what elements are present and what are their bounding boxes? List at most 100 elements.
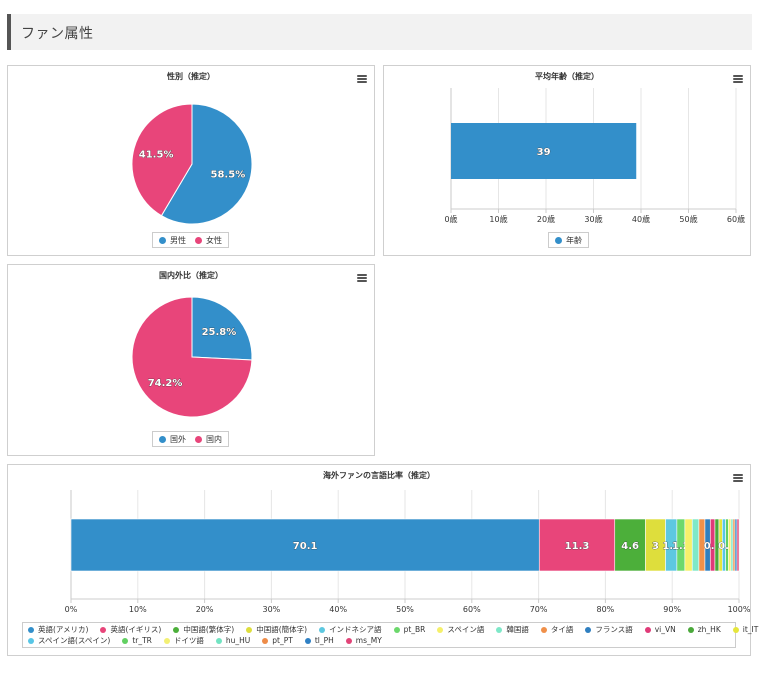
legend-item[interactable]: フランス語 [585,624,633,635]
legend-item[interactable]: zh_HK [687,625,721,634]
chart-title: 平均年齢（推定） [535,72,599,81]
segment-data-label: 4.6 [621,541,639,552]
chart-menu-icon[interactable] [733,75,743,83]
legend-item[interactable]: hu_HU [215,636,251,645]
legend-label: スペイン語 [447,625,485,634]
legend-marker [732,626,739,633]
segment-data-label: 0.7 [704,541,722,552]
age-chart-panel: 平均年齢（推定） 0歳 10歳 20歳 30歳 40歳 50歳 60歳 39 年齢 [383,65,751,256]
legend-label: スペイン語(スペイン) [38,636,111,645]
x-tick-label-lang: 60% [463,605,481,614]
legend-item[interactable]: 中国語(簡体字) [246,624,307,635]
chart-menu-icon[interactable] [357,75,367,83]
stacked-bar-segment-6[interactable] [684,518,693,572]
legend-marker [393,626,400,633]
stacked-bar-segment-1[interactable] [538,518,616,572]
x-tick-label-lang: 100% [728,605,751,614]
legend-label: 国外 [170,434,186,444]
legend-item[interactable]: スペイン語 [437,624,484,635]
pie-data-label: 74.2% [148,378,183,389]
stacked-bar-segment-19[interactable] [736,518,740,572]
legend-label: 英語(イギリス) [110,625,162,634]
x-tick-label-lang: 90% [663,605,681,614]
legend-item[interactable]: tl_PH [304,636,334,645]
legend-item[interactable]: 中国語(繁体字) [173,624,234,635]
legend-label: フランス語 [595,625,633,634]
x-tick-label-lang: 0% [65,605,78,614]
legend-marker [159,435,166,443]
legend-marker [215,637,222,644]
domestic-pie-chart: 25.8% 74.2% [131,296,253,418]
legend-label: ms_MY [355,636,382,645]
legend-item[interactable]: 英語(イギリス) [100,624,161,635]
stacked-bar-segment-0[interactable] [70,518,540,572]
legend-item-male[interactable]: 男性 [159,235,186,246]
legend-marker [246,626,253,633]
legend-item[interactable]: it_IT [732,625,758,634]
legend-item[interactable]: vi_VN [644,625,676,634]
x-tick-label-lang: 70% [530,605,548,614]
legend-marker [173,626,180,633]
pie-slice-gender-0[interactable] [160,103,253,225]
pie-data-label: 41.5% [139,150,174,161]
pie-data-label: 58.5% [211,169,246,180]
pie-slice-gender-1[interactable] [131,103,193,217]
legend-item-domestic[interactable]: 国内 [195,434,222,445]
legend-marker [496,626,503,633]
legend-label: hu_HU [225,636,251,645]
stacked-bar-segment-18[interactable] [734,518,738,572]
legend-item[interactable]: ms_MY [345,636,382,645]
chart-title: 国内外比（推定） [159,271,223,280]
legend-marker [28,626,34,633]
legend-marker [195,236,202,244]
legend-item-overseas[interactable]: 国外 [159,434,186,445]
legend-label: 韓国語 [506,625,529,634]
stacked-bar-segment-17[interactable] [732,518,736,572]
gender-pie-chart: 58.5% 41.5% [131,103,253,225]
segment-data-label: 3 [652,541,659,552]
segment-data-label: 11.3 [565,541,590,552]
legend-item[interactable]: pt_PT [262,636,293,645]
legend-item-female[interactable]: 女性 [195,235,222,246]
chart-menu-icon[interactable] [733,474,743,482]
stacked-bar-segment-7[interactable] [691,518,700,572]
legend-marker [585,626,592,633]
legend-label: pt_PT [272,636,293,645]
chart-legend: 年齢 [548,232,589,248]
x-tick-label-age: 0歳 [444,214,457,224]
x-tick-label-lang: 30% [263,605,281,614]
x-tick-label-lang: 20% [196,605,214,614]
legend-label: タイ語 [550,625,574,634]
pie-slice-domestic-1[interactable] [131,296,253,418]
legend-item[interactable]: ドイツ語 [163,635,204,646]
bar-age[interactable] [451,123,637,179]
stacked-bar-segment-16[interactable] [730,518,734,572]
domestic-chart-panel: 国内外比（推定） 25.8% 74.2% 国外 国内 [7,264,375,456]
chart-title: 性別（推定） [167,72,215,81]
pie-slice-domestic-0[interactable] [191,296,253,361]
legend-marker [122,637,129,644]
legend-marker [262,637,269,644]
legend-item[interactable]: スペイン語(スペイン) [28,635,110,646]
chart-legend: 男性 女性 [152,232,229,248]
legend-item[interactable]: タイ語 [540,624,574,635]
stacked-bar-segment-2[interactable] [614,518,646,572]
legend-item[interactable]: 韓国語 [496,624,529,635]
x-tick-label-lang: 10% [129,605,147,614]
legend-label: tr_TR [132,636,152,645]
legend-label: 男性 [170,235,186,245]
segment-data-label: 70.1 [293,541,318,552]
x-tick-label-age: 30歳 [584,214,602,224]
section-title: ファン属性 [21,26,94,42]
x-tick-label-lang: 50% [396,605,414,614]
x-tick-label-age: 60歳 [727,214,745,224]
chart-menu-icon[interactable] [357,274,367,282]
legend-item[interactable]: 英語(アメリカ) [28,624,88,635]
legend-item-age[interactable]: 年齢 [555,235,582,246]
legend-item[interactable]: tr_TR [122,636,152,645]
legend-item[interactable]: インドネシア語 [319,624,382,635]
legend-label: インドネシア語 [329,625,382,634]
chart-title: 海外ファンの言語比率（推定） [323,471,435,480]
stacked-bar-segment-15[interactable] [728,518,732,572]
legend-item[interactable]: pt_BR [393,625,425,634]
